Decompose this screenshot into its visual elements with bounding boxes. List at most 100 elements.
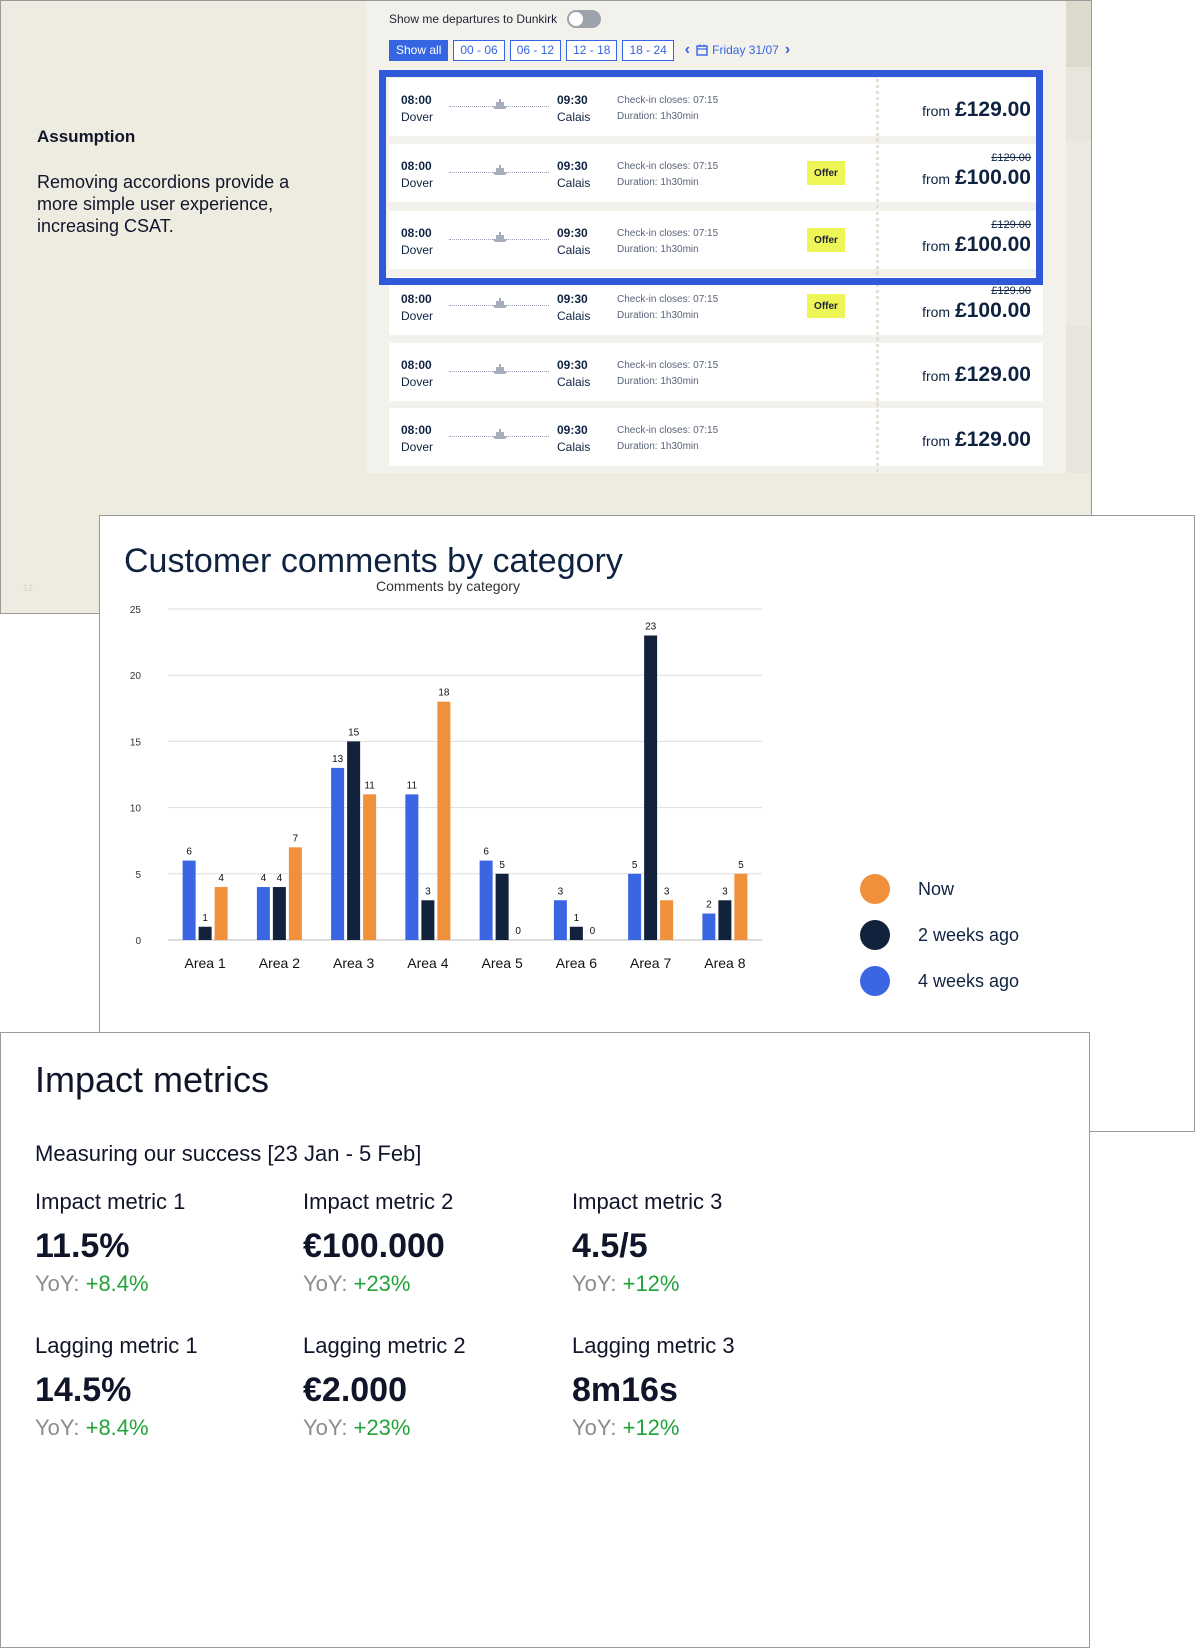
date-selector[interactable]: Friday 31/07 (696, 43, 779, 57)
data-label: 7 (293, 833, 299, 844)
y-tick-label: 25 (130, 605, 142, 616)
ferry-icon (492, 298, 508, 308)
data-label: 2 (706, 900, 712, 911)
filter-00-06[interactable]: 00 - 06 (453, 39, 505, 61)
price-block: from £129.00 (922, 428, 1031, 452)
departure-port: Dover (401, 440, 434, 454)
y-tick-label: 0 (135, 936, 141, 947)
price-from: from (922, 103, 951, 119)
ticket-divider (876, 337, 879, 407)
x-tick-label: Area 7 (630, 955, 671, 971)
dunkirk-toggle[interactable] (567, 10, 602, 28)
offer-badge: Offer (807, 294, 845, 318)
arrival-time: 09:30 (557, 358, 588, 372)
price-from: from (922, 433, 951, 449)
bar (702, 913, 716, 940)
metric-label: Impact metric 3 (572, 1189, 723, 1214)
date-text: Friday 31/07 (712, 43, 779, 57)
arrival-time: 09:30 (557, 93, 588, 107)
checkin-closes: Check-in closes: 07:15 (617, 95, 719, 106)
data-label: 5 (632, 860, 638, 871)
price-from: from (922, 171, 951, 187)
arrival-port: Calais (557, 176, 591, 190)
trip-row[interactable]: 08:00 Dover 09:30 Calais Check-in closes: 07… (389, 205, 1043, 275)
ticket-divider (876, 205, 879, 275)
trip-row[interactable]: 08:00 Dover 09:30 Calais Check-in closes: 07… (389, 271, 1043, 341)
ferry-icon (492, 429, 508, 439)
legend-4-weeks-swatch (860, 966, 890, 996)
yoy-delta: +12% (622, 1271, 680, 1296)
data-label: 6 (483, 847, 489, 858)
departure-time: 08:00 (401, 159, 432, 173)
yoy-delta: +8.4% (85, 1415, 149, 1440)
yoy-delta: +8.4% (85, 1271, 149, 1296)
bar (437, 701, 451, 940)
arrival-time: 09:30 (557, 226, 588, 240)
legend-2-weeks-swatch (860, 920, 890, 950)
metric-value: 11.5% (35, 1227, 130, 1265)
data-label: 15 (348, 727, 360, 738)
x-tick-label: Area 6 (556, 955, 597, 971)
slide-impact-metrics: Impact metrics Measuring our success [23… (0, 1032, 1090, 1648)
metric-value: €2.000 (303, 1371, 407, 1409)
metric-label: Lagging metric 3 (572, 1333, 735, 1358)
price-block: from £129.00 (922, 98, 1031, 122)
x-tick-label: Area 8 (704, 955, 745, 971)
arrival-port: Calais (557, 309, 591, 323)
checkin-closes: Check-in closes: 07:15 (617, 161, 719, 172)
data-label: 4 (261, 873, 267, 884)
trip-row[interactable]: 08:00 Dover 09:30 Calais Check-in closes: 07… (389, 138, 1043, 208)
trip-duration: Duration: 1h30min (617, 376, 699, 387)
yoy-delta: +23% (353, 1271, 411, 1296)
data-label: 0 (590, 926, 596, 937)
bar (214, 887, 228, 940)
data-label: 5 (738, 860, 744, 871)
yoy-delta: +23% (353, 1415, 411, 1440)
bar (421, 900, 435, 940)
data-label: 4 (277, 873, 283, 884)
bar (363, 794, 377, 940)
trip-row[interactable]: 08:00 Dover 09:30 Calais Check-in closes: 07… (389, 337, 1043, 407)
price-from: from (922, 368, 951, 384)
departure-port: Dover (401, 176, 434, 190)
metric-label: Lagging metric 1 (35, 1333, 198, 1358)
data-label: 3 (558, 886, 564, 897)
legend-item-2-weeks: 2 weeks ago (860, 912, 1019, 958)
legend-item-4-weeks: 4 weeks ago (860, 958, 1019, 1004)
impact-subtitle: Measuring our success [23 Jan - 5 Feb] (35, 1141, 422, 1166)
yoy-prefix: YoY: (572, 1271, 617, 1296)
trip-row[interactable]: 08:00 Dover 09:30 Calais Check-in closes: 07… (389, 72, 1043, 142)
filter-06-12[interactable]: 06 - 12 (509, 39, 562, 61)
trip-row[interactable]: 08:00 Dover 09:30 Calais Check-in closes: 07… (389, 402, 1043, 472)
price-block: £129.00 from £100.00 (922, 219, 1031, 257)
previous-day-icon[interactable]: ‹ (684, 41, 691, 58)
slide-ferry-departures: Assumption Removing accordions provide a… (0, 0, 1092, 614)
data-label: 0 (515, 926, 521, 937)
departure-port: Dover (401, 243, 434, 257)
right-panel-edge (1066, 1, 1091, 473)
yoy-prefix: YoY: (303, 1415, 348, 1440)
departure-time: 08:00 (401, 93, 432, 107)
y-tick-label: 10 (130, 804, 142, 815)
data-label: 5 (499, 860, 505, 871)
offer-badge: Offer (807, 161, 845, 185)
ferry-icon (492, 99, 508, 109)
x-tick-label: Area 3 (333, 955, 374, 971)
filter-12-18[interactable]: 12 - 18 (566, 39, 618, 61)
data-label: 6 (186, 847, 192, 858)
filter-show-all[interactable]: Show all (389, 39, 449, 61)
filter-18-24[interactable]: 18 - 24 (622, 39, 674, 61)
highlight-box (379, 70, 1043, 285)
price-amount: £129.00 (955, 363, 1031, 386)
trip-duration: Duration: 1h30min (617, 244, 699, 255)
departure-time: 08:00 (401, 292, 432, 306)
impact-title: Impact metrics (35, 1059, 270, 1100)
metric-yoy: YoY: +23% (303, 1271, 573, 1297)
data-label: 1 (574, 913, 580, 924)
bar (644, 635, 658, 940)
metric-card: Impact metric 2 €100.000 YoY: +23% (303, 1189, 573, 1297)
next-day-icon[interactable]: › (784, 41, 791, 58)
metric-label: Impact metric 1 (35, 1189, 186, 1214)
arrival-port: Calais (557, 440, 591, 454)
assumption-text: Removing accordions provide a more simpl… (37, 172, 290, 236)
